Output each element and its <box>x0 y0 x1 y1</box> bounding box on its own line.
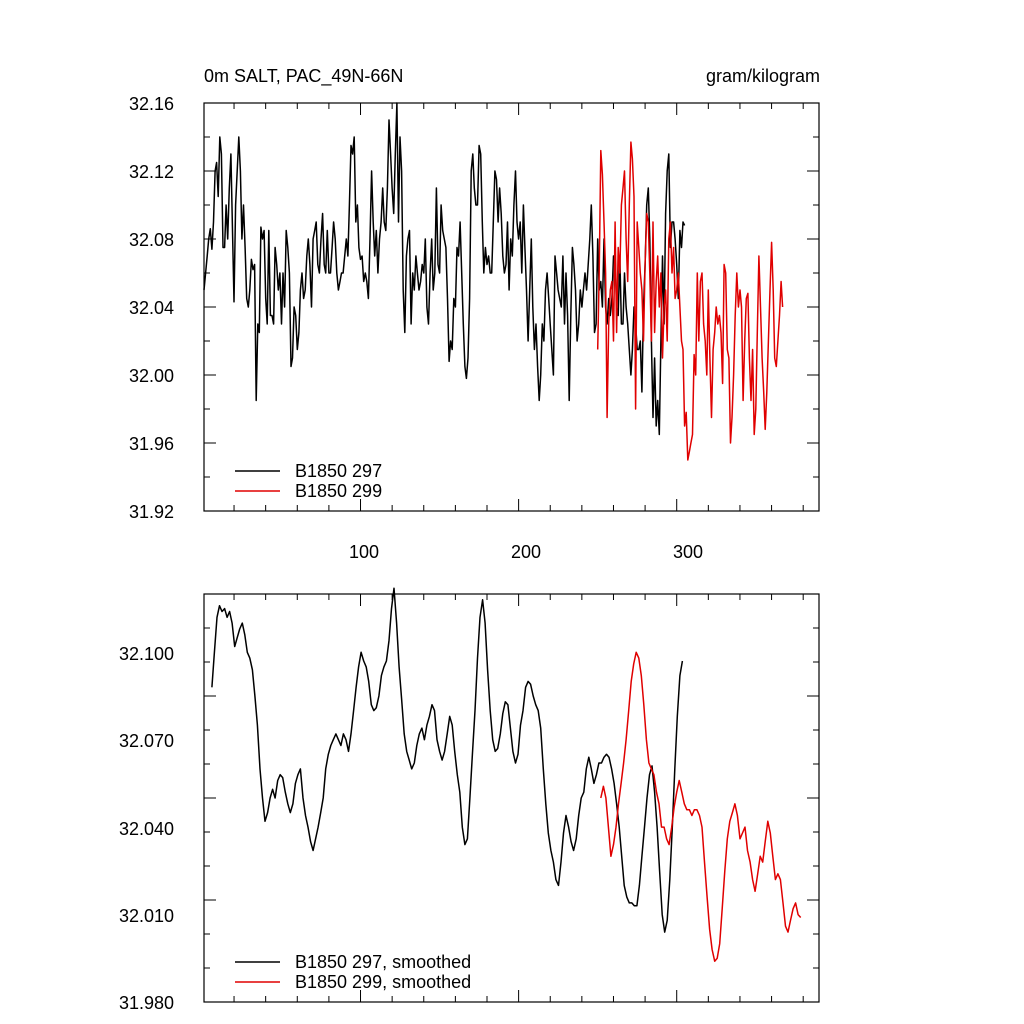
y-axis-labels-bottom: 32.100 32.070 32.040 32.010 31.980 <box>119 644 174 1013</box>
legend-label: B1850 299, smoothed <box>295 972 471 992</box>
legend-top: B1850 297 B1850 299 <box>235 461 382 501</box>
salinity-smoothed-panel: 32.100 32.070 32.040 32.010 31.980 B1850… <box>119 587 820 1013</box>
series-line-b1850-297-smoothed <box>211 587 684 933</box>
legend-label: B1850 299 <box>295 481 382 501</box>
salinity-raw-panel: 0m SALT, PAC_49N-66N gram/kilogram 32.16… <box>129 66 820 562</box>
y-tick-label: 31.92 <box>129 502 174 522</box>
chart-title-right: gram/kilogram <box>706 66 820 86</box>
series-line-b1850-299-smoothed <box>600 651 802 962</box>
x-axis-labels-top: 100 200 300 <box>349 542 703 562</box>
y-tick-label: 32.00 <box>129 366 174 386</box>
series-lines-top <box>203 102 784 461</box>
y-tick-label: 32.100 <box>119 644 174 664</box>
x-tick-label: 100 <box>349 542 379 562</box>
y-tick-label: 31.96 <box>129 434 174 454</box>
series-line-b1850-299 <box>596 141 784 461</box>
legend-label: B1850 297 <box>295 461 382 481</box>
y-tick-label: 32.070 <box>119 731 174 751</box>
y-tick-label: 32.16 <box>129 94 174 114</box>
x-tick-label: 300 <box>673 542 703 562</box>
series-lines-bottom <box>211 587 802 962</box>
y-axis-labels-top: 32.16 32.12 32.08 32.04 32.00 31.96 31.9… <box>129 94 174 522</box>
y-tick-label: 32.04 <box>129 298 174 318</box>
chart-title-left: 0m SALT, PAC_49N-66N <box>204 66 403 87</box>
plot-frame-bottom <box>203 593 820 1003</box>
legend-bottom: B1850 297, smoothed B1850 299, smoothed <box>235 952 471 992</box>
axis-ticks-bottom <box>204 593 819 1003</box>
legend-label: B1850 297, smoothed <box>295 952 471 972</box>
y-tick-label: 31.980 <box>119 993 174 1013</box>
series-line-b1850-297 <box>203 102 686 436</box>
x-tick-label: 200 <box>511 542 541 562</box>
y-tick-label: 32.12 <box>129 162 174 182</box>
y-tick-label: 32.010 <box>119 906 174 926</box>
y-tick-label: 32.08 <box>129 230 174 250</box>
axis-ticks-top <box>204 102 819 512</box>
y-tick-label: 32.040 <box>119 819 174 839</box>
